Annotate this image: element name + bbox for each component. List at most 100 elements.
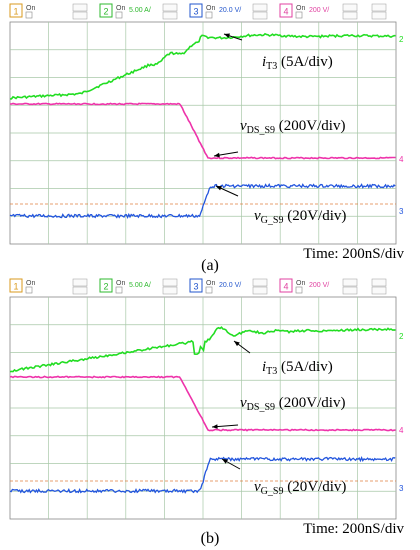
arrow-head-icon: [214, 152, 220, 158]
arrow-head-icon: [212, 424, 218, 429]
channel-2-state: On: [116, 5, 125, 12]
oscilloscope-screen-b: 1 On 2 On 5.00 A/3 On 20.0 V/4 On 200 V/2 4 3 iT3 (…: [9, 278, 404, 537]
channel-3-scale: 20.0 V/: [219, 282, 241, 289]
bandwidth-icon: [342, 11, 358, 20]
channel-3-indicator: 3 On 20.0 V/: [189, 3, 268, 20]
bandwidth-icon: [252, 11, 268, 20]
menu-icon: [371, 278, 387, 287]
channel-2-box: [99, 3, 113, 18]
series-v-ds-s9-trace: [10, 102, 396, 160]
channel-2-marker: 2: [399, 35, 404, 44]
channel-3-scale: 20.0 V/: [219, 7, 241, 14]
channel-4-indicator: 4 On 200 V/: [279, 278, 358, 295]
channel-2-marker: 2: [399, 332, 404, 341]
series-v-ds-s9-trace: [9, 375, 396, 432]
bandwidth-icon: [252, 286, 268, 295]
channel-3-state: On: [206, 280, 215, 287]
coupling-icon: [342, 3, 358, 12]
channel-4-state: On: [296, 280, 305, 287]
bandwidth-icon: [72, 286, 88, 295]
bandwidth-icon: [162, 286, 178, 295]
coupling-icon: [342, 278, 358, 287]
series-label: iT3 (5A/div): [262, 54, 333, 72]
channel-3-marker: 3: [399, 207, 404, 216]
channel-bar: 1 On 2 On 5.00 A/3 On 20.0 V/4 On 200 V/: [9, 278, 387, 295]
series-label: iT3 (5A/div): [262, 359, 333, 377]
bandwidth-icon: [72, 11, 88, 20]
channel-4-marker: 4: [399, 155, 404, 164]
series-label: vG_S9 (20V/div): [254, 208, 346, 226]
scope-panel-a: 1 On 2 On 5.00 A/3 On 20.0 V/4 On 200 V/2 4 3 iT3 (…: [0, 0, 420, 262]
channel-4-marker: 4: [399, 426, 404, 435]
channel-2-scale: 5.00 A/: [129, 7, 151, 14]
caption-b: (b): [200, 530, 220, 547]
channel-2-box: [99, 278, 113, 293]
channel-2-number: 2: [103, 7, 108, 17]
oscilloscope-screen-a: 1 On 2 On 5.00 A/3 On 20.0 V/4 On 200 V/2 4 3 iT3 (…: [9, 3, 404, 262]
channel-4-number: 4: [283, 282, 288, 292]
menu-icon: [371, 3, 387, 12]
channel-3-indicator: 3 On 20.0 V/: [189, 278, 268, 295]
scope-grid: [10, 297, 396, 519]
caption-a: (a): [201, 257, 219, 274]
channel-4-indicator: 4 On 200 V/: [279, 3, 358, 20]
series-label: vG_S9 (20V/div): [254, 479, 346, 497]
channel-1-number: 1: [13, 7, 18, 17]
channel-3-number: 3: [193, 7, 198, 17]
channel-3-checkbox: [205, 286, 213, 294]
channel-2-state: On: [116, 280, 125, 287]
arrow-head-icon: [222, 459, 228, 464]
series-v-g-s9-trace: [9, 182, 396, 220]
arrow-head-icon: [234, 341, 240, 347]
scope-grid: [10, 22, 396, 244]
channel-4-number: 4: [283, 7, 288, 17]
channel-2-number: 2: [103, 282, 108, 292]
channel-2-checkbox: [115, 286, 123, 294]
channel-2-indicator: 2 On 5.00 A/: [99, 3, 178, 20]
channel-4-state: On: [296, 5, 305, 12]
arrow-head-icon: [224, 33, 230, 38]
coupling-icon: [252, 3, 268, 12]
channel-3-state: On: [206, 5, 215, 12]
series-label: vDS_S9 (200V/div): [240, 118, 345, 136]
bandwidth-icon: [162, 11, 178, 20]
channel-1-number: 1: [13, 282, 18, 292]
channel-1-box: [9, 278, 23, 293]
channel-4-scale: 200 V/: [309, 7, 329, 14]
coupling-icon: [72, 278, 88, 287]
channel-1-checkbox: [25, 11, 33, 19]
coupling-icon: [72, 3, 88, 12]
timebase-label: Time: 200nS/div: [303, 246, 404, 262]
channel-2-indicator: 2 On 5.00 A/: [99, 278, 178, 295]
channel-3-box: [189, 278, 203, 293]
arrow-head-icon: [216, 186, 222, 191]
channel-bar: 1 On 2 On 5.00 A/3 On 20.0 V/4 On 200 V/: [9, 3, 387, 20]
series-v-g-s9-trace: [9, 455, 396, 494]
channel-2-checkbox: [115, 11, 123, 19]
channel-4-checkbox: [295, 11, 303, 19]
coupling-icon: [162, 278, 178, 287]
channel-1-indicator: 1 On: [9, 278, 88, 295]
scope-panel-b: 1 On 2 On 5.00 A/3 On 20.0 V/4 On 200 V/2 4 3 iT3 (…: [0, 275, 420, 537]
channel-4-box: [279, 278, 293, 293]
channel-1-state: On: [26, 280, 35, 287]
series-i-t3-trace: [9, 326, 396, 373]
series-i-t3-trace: [9, 32, 396, 100]
bandwidth-icon: [342, 286, 358, 295]
channel-3-box: [189, 3, 203, 18]
channel-1-checkbox: [25, 286, 33, 294]
channel-1-state: On: [26, 5, 35, 12]
channel-4-checkbox: [295, 286, 303, 294]
coupling-icon: [162, 3, 178, 12]
series-label: vDS_S9 (200V/div): [240, 395, 345, 413]
menu-icon: [371, 11, 387, 20]
channel-3-checkbox: [205, 11, 213, 19]
channel-4-box: [279, 3, 293, 18]
channel-1-box: [9, 3, 23, 18]
channel-4-scale: 200 V/: [309, 282, 329, 289]
channel-3-marker: 3: [399, 484, 404, 493]
channel-2-scale: 5.00 A/: [129, 282, 151, 289]
channel-3-number: 3: [193, 282, 198, 292]
timebase-label: Time: 200nS/div: [303, 521, 404, 537]
menu-icon: [371, 286, 387, 295]
